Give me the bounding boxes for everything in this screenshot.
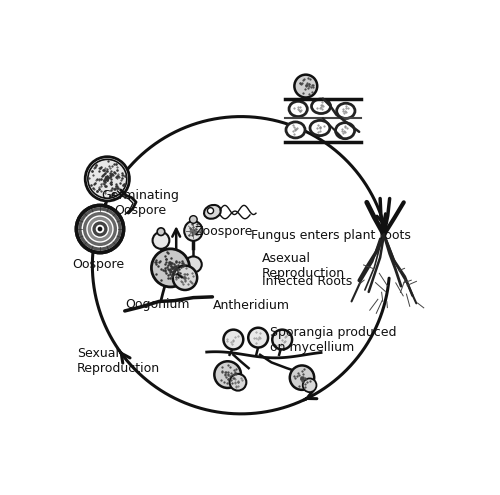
Ellipse shape (184, 221, 203, 241)
Ellipse shape (336, 103, 355, 118)
Text: Sexual
Reproduction: Sexual Reproduction (77, 347, 160, 375)
Circle shape (152, 232, 170, 249)
Circle shape (82, 210, 118, 248)
Circle shape (214, 361, 241, 388)
Text: Zoospore: Zoospore (194, 225, 253, 238)
Circle shape (190, 216, 197, 223)
Circle shape (86, 215, 114, 243)
Circle shape (78, 207, 122, 251)
Text: Asexual
Reproduction: Asexual Reproduction (262, 252, 345, 280)
Circle shape (157, 228, 165, 236)
Ellipse shape (204, 205, 221, 219)
Circle shape (248, 328, 268, 347)
Ellipse shape (310, 120, 330, 136)
Text: Oospore: Oospore (72, 257, 124, 271)
Ellipse shape (289, 101, 308, 116)
Text: Sporangia produced
on mycellium: Sporangia produced on mycellium (270, 326, 396, 354)
Circle shape (230, 374, 246, 391)
Circle shape (224, 330, 244, 349)
Ellipse shape (185, 256, 202, 272)
Circle shape (173, 266, 197, 290)
Text: Germinating
Oospore: Germinating Oospore (101, 189, 179, 217)
Circle shape (98, 227, 102, 231)
Ellipse shape (286, 122, 305, 138)
Ellipse shape (336, 123, 354, 139)
Circle shape (208, 208, 214, 214)
Circle shape (303, 378, 316, 392)
Circle shape (88, 159, 127, 198)
Circle shape (96, 225, 104, 233)
Text: Fungus enters plant roots: Fungus enters plant roots (250, 229, 410, 242)
Text: Infected Roots: Infected Roots (262, 275, 352, 288)
Circle shape (290, 365, 314, 390)
Circle shape (88, 217, 112, 241)
Circle shape (83, 212, 117, 246)
Ellipse shape (154, 256, 168, 271)
Ellipse shape (312, 99, 330, 113)
Text: Oogonium: Oogonium (125, 297, 190, 311)
Circle shape (85, 157, 130, 201)
Circle shape (76, 205, 124, 252)
Circle shape (272, 330, 292, 349)
Circle shape (152, 249, 190, 287)
Circle shape (92, 221, 108, 237)
Text: Antheridium: Antheridium (212, 299, 290, 312)
Circle shape (294, 75, 317, 98)
Circle shape (91, 220, 109, 238)
